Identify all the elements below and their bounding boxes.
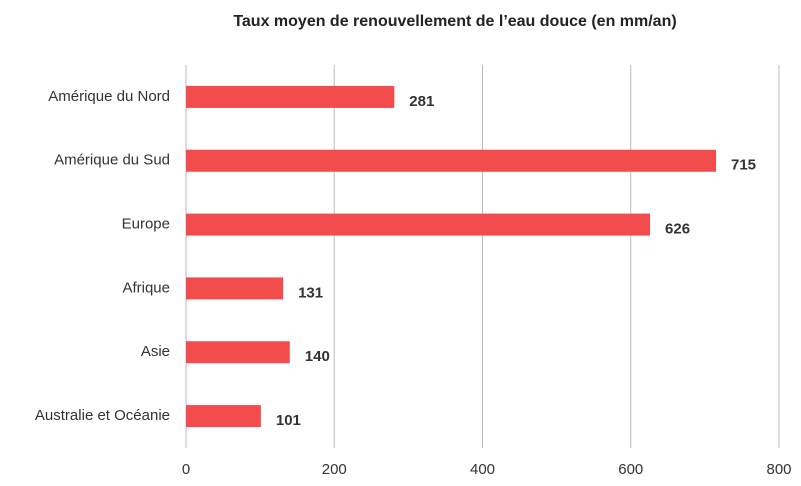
y-tick-label: Amérique du Nord bbox=[48, 88, 170, 105]
y-tick-label: Afrique bbox=[122, 279, 170, 296]
x-tick-label: 600 bbox=[618, 461, 643, 478]
x-tick-label: 400 bbox=[470, 461, 495, 478]
y-tick-label: Australie et Océanie bbox=[35, 407, 170, 424]
value-label: 281 bbox=[409, 93, 434, 110]
bar bbox=[186, 149, 716, 172]
bar bbox=[186, 85, 395, 108]
bar bbox=[186, 277, 284, 300]
y-tick-label: Europe bbox=[122, 216, 170, 233]
x-tick-label: 800 bbox=[766, 461, 791, 478]
y-tick-label: Asie bbox=[141, 343, 170, 360]
chart-title: Taux moyen de renouvellement de l’eau do… bbox=[233, 13, 676, 30]
y-tick-label: Amérique du Sud bbox=[54, 152, 170, 169]
bar bbox=[186, 213, 651, 236]
value-label: 140 bbox=[305, 348, 330, 365]
bar bbox=[186, 341, 290, 364]
value-label: 101 bbox=[276, 412, 301, 429]
value-label: 715 bbox=[731, 157, 756, 174]
x-tick-label: 0 bbox=[182, 461, 190, 478]
bar bbox=[186, 405, 261, 428]
x-tick-label: 200 bbox=[322, 461, 347, 478]
value-label: 626 bbox=[665, 221, 690, 238]
value-label: 131 bbox=[298, 284, 323, 301]
